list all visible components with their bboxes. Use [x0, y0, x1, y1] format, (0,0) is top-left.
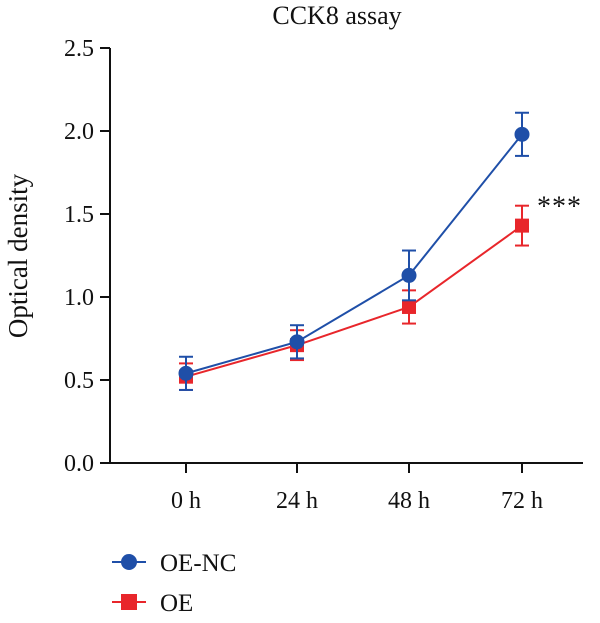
data-point-oe-nc [514, 126, 530, 142]
plot-series [178, 111, 530, 391]
series-line-oe [185, 224, 523, 378]
y-tick-label: 1.5 [64, 202, 94, 228]
data-point-oe-nc [178, 365, 194, 381]
x-tick-label: 24 h [276, 488, 318, 514]
y-tick-label: 1.0 [64, 285, 94, 311]
chart-title: CCK8 assay [272, 1, 401, 30]
legend-label-oe: OE [160, 590, 193, 617]
data-point-oe [402, 299, 416, 314]
series-oe-nc [178, 111, 530, 391]
series-oe [179, 204, 529, 391]
y-tick-label: 2.5 [64, 36, 94, 62]
x-axis: 0 h 24 h 48 h 72 h [110, 462, 583, 514]
significance-annotation: *** [537, 192, 582, 223]
data-point-oe-nc [401, 267, 417, 283]
y-axis: 0.0 0.5 1.0 1.5 2.0 2.5 [64, 36, 111, 477]
y-tick-label: 2.0 [64, 119, 94, 145]
legend: OE-NC OE [112, 550, 236, 617]
x-tick-label: 48 h [388, 488, 430, 514]
y-tick-label: 0.5 [64, 368, 94, 394]
data-point-oe [515, 218, 529, 233]
series-line-oe-nc [185, 133, 523, 375]
data-point-oe-nc [289, 334, 305, 350]
y-axis-label: Optical density [3, 173, 33, 338]
x-tick-label: 72 h [501, 488, 543, 514]
legend-marker-oe [121, 594, 137, 610]
x-tick-label: 0 h [171, 488, 201, 514]
legend-label-oe-nc: OE-NC [160, 550, 236, 577]
legend-marker-oe-nc [121, 554, 137, 570]
y-tick-label: 0.0 [64, 451, 94, 477]
